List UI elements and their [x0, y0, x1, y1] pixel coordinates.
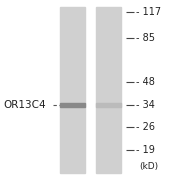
Bar	[60, 7, 85, 173]
Bar	[60, 103, 85, 107]
Text: - 19: - 19	[136, 145, 155, 155]
Text: - 48: - 48	[136, 77, 155, 87]
Text: - 26: - 26	[136, 122, 155, 132]
Text: - 117: - 117	[136, 7, 161, 17]
Text: (kD): (kD)	[140, 161, 159, 170]
Text: - 34: - 34	[136, 100, 155, 110]
Text: OR13C4: OR13C4	[4, 100, 46, 110]
Bar	[96, 103, 121, 107]
Text: - 85: - 85	[136, 33, 155, 43]
Bar	[96, 7, 121, 173]
